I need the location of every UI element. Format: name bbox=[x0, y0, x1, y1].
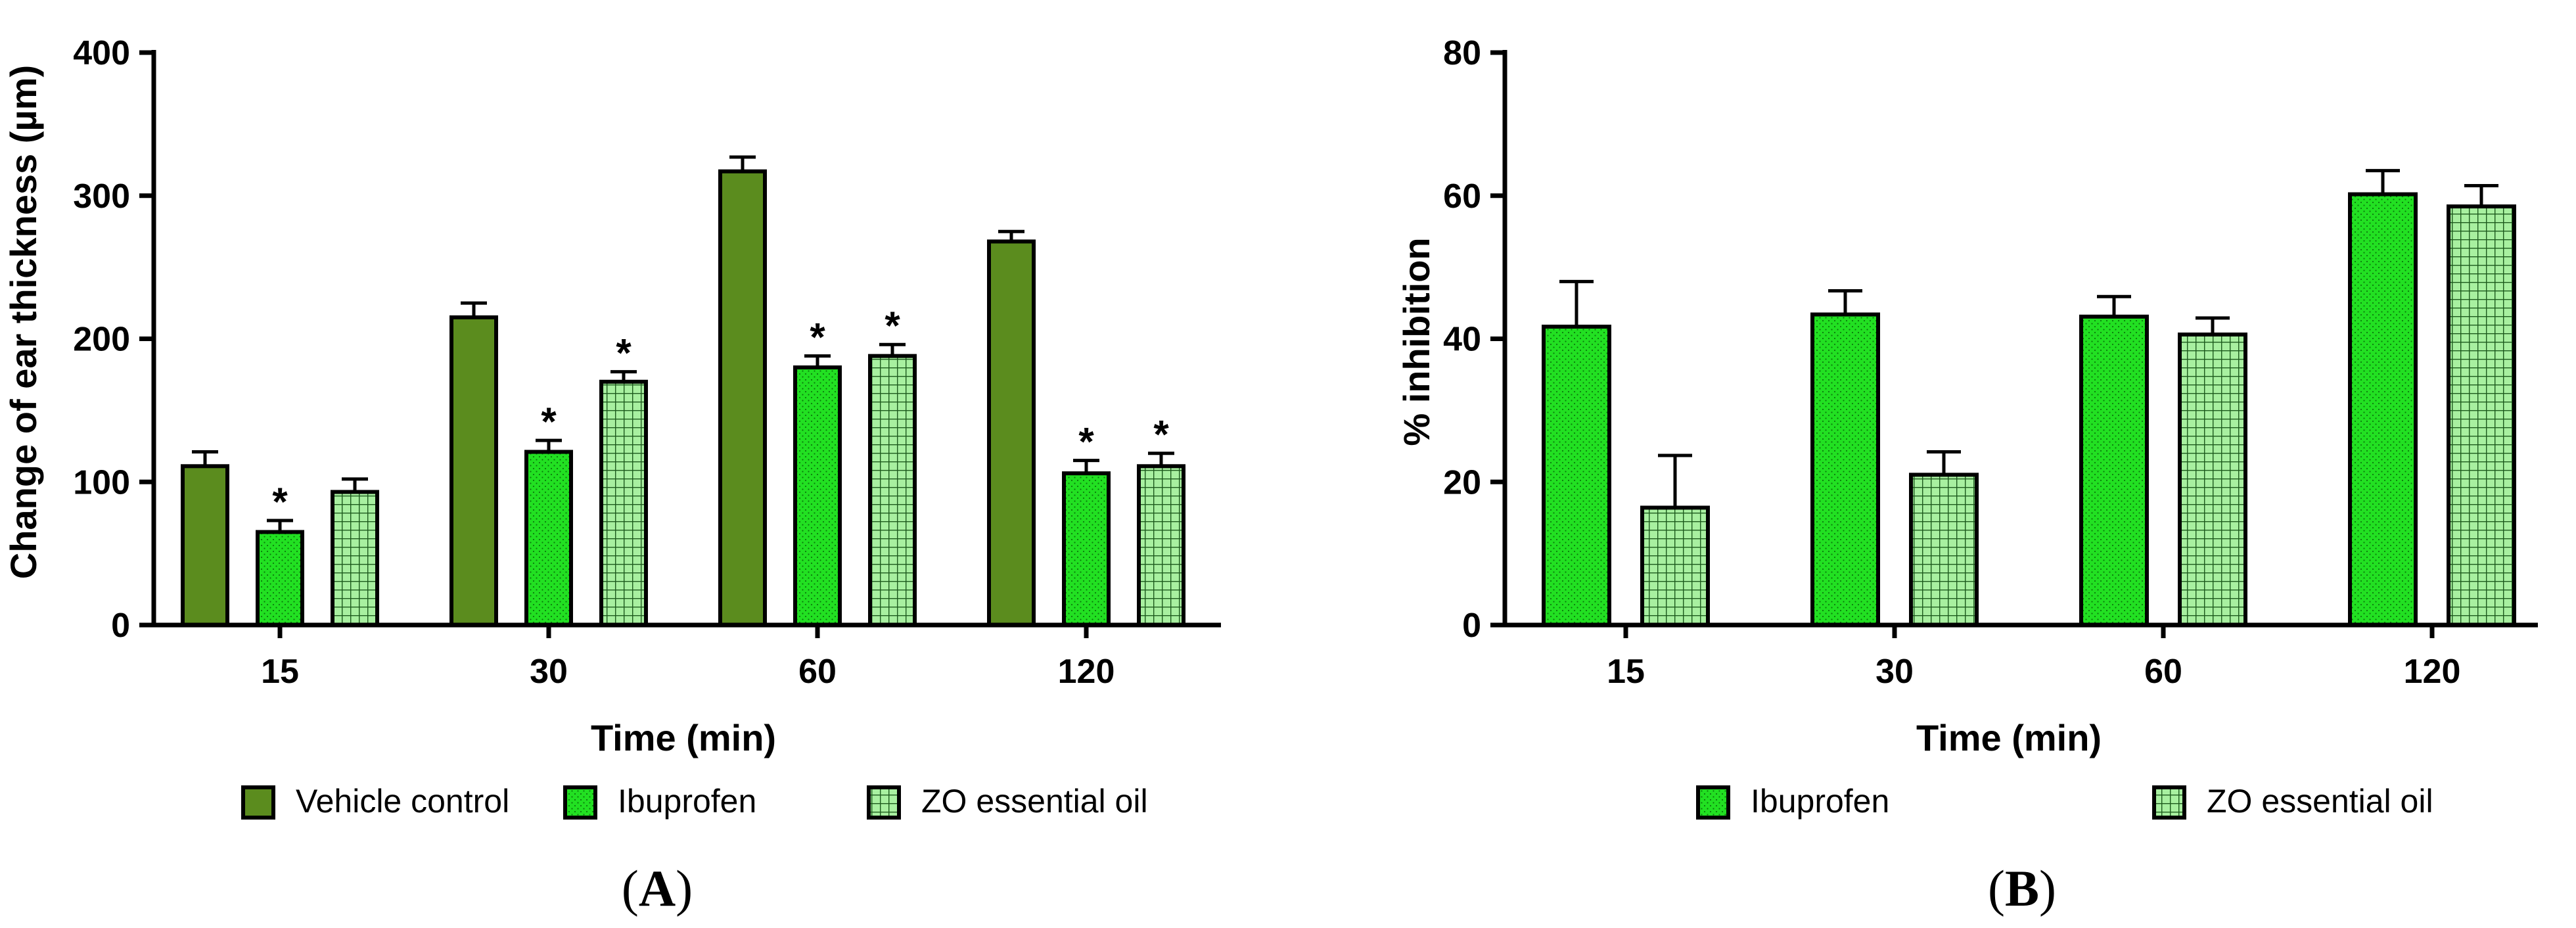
panel-a-significance-marker: * bbox=[616, 331, 632, 375]
panel-a-y-axis-title: Change of ear thickness (µm) bbox=[3, 65, 44, 579]
panel-a-plot-area: * 15 * * 30 * * 60 * * 120 0 100 200 300 400 bbox=[73, 34, 1221, 691]
panel-a-bar-ibuprofen-120 bbox=[1062, 471, 1111, 627]
panel-a-significance-marker: * bbox=[541, 400, 557, 444]
panel-a-bar-zo-15 bbox=[331, 490, 379, 627]
panel-b-label-letter: B bbox=[2005, 860, 2039, 917]
panel-a-legend-label-vehicle: Vehicle control bbox=[296, 783, 509, 820]
panel-a-y-tick-label: 100 bbox=[73, 463, 130, 501]
panel-b-bar-ibuprofen-120 bbox=[2348, 192, 2418, 627]
panel-a-bar-vehicle-120 bbox=[987, 239, 1036, 627]
panel-a-bar-zo-120 bbox=[1137, 464, 1185, 627]
panel-a-significance-marker: * bbox=[1153, 413, 1169, 457]
panel-a-significance-marker: * bbox=[885, 304, 900, 348]
panel-b-legend-swatch-ibuprofen bbox=[1696, 785, 1730, 820]
panel-a-bar-zo-30 bbox=[599, 379, 648, 627]
panel-a-bar-vehicle-15 bbox=[181, 464, 229, 627]
panel-b-x-tick-label: 15 bbox=[1607, 653, 1645, 691]
panel-b-legend-label-ibuprofen: Ibuprofen bbox=[1751, 783, 1889, 820]
panel-a-bar-zo-60 bbox=[868, 354, 917, 627]
panel-a-x-tick-label: 15 bbox=[261, 653, 299, 691]
panel-b-bar-ibuprofen-30 bbox=[1810, 312, 1880, 627]
panel-a-bar-ibuprofen-60 bbox=[793, 365, 842, 627]
panel-a-y-axis-title-group: Change of ear thickness (µm) bbox=[3, 65, 44, 579]
panel-b-x-tick-label: 30 bbox=[1875, 653, 1914, 691]
panel-b-x-tick-label: 60 bbox=[2144, 653, 2182, 691]
panel-b-bar-zo-60 bbox=[2178, 332, 2247, 627]
panel-b-bar-ibuprofen-60 bbox=[2079, 314, 2149, 627]
panel-a-x-tick-label: 30 bbox=[530, 653, 568, 691]
panel-b-legend-label-zo: ZO essential oil bbox=[2207, 783, 2433, 820]
panel-a-y-tick-label: 300 bbox=[73, 177, 130, 216]
panel-b-label: (B) bbox=[1988, 860, 2056, 917]
panel-b-x-axis-title: Time (min) bbox=[1916, 717, 2102, 758]
panel-b-label-close: ) bbox=[2039, 860, 2056, 917]
panel-a-significance-marker: * bbox=[810, 315, 825, 360]
panel-a-bar-ibuprofen-30 bbox=[524, 450, 573, 628]
panel-a-x-tick-label: 120 bbox=[1058, 653, 1115, 691]
panel-b-plot-area: 15 30 60 120 0 20 40 60 80 bbox=[1443, 34, 2538, 691]
panel-a-bar-vehicle-60 bbox=[718, 169, 767, 628]
panel-b-y-axis-title-group: % inhibition bbox=[1396, 237, 1437, 446]
panel-a-x-axis-title: Time (min) bbox=[591, 717, 776, 758]
panel-a-chart: Change of ear thickness (µm) Time (min) … bbox=[3, 34, 1221, 917]
panel-a-y-tick-label: 0 bbox=[111, 607, 130, 645]
panel-a-label-open: ( bbox=[622, 860, 639, 917]
panel-a-legend-label-zo: ZO essential oil bbox=[921, 783, 1148, 820]
panel-a-legend: Vehicle control Ibuprofen ZO essential oil bbox=[241, 783, 1148, 820]
panel-a-bar-ibuprofen-15 bbox=[256, 530, 304, 628]
panel-b-y-tick-label: 60 bbox=[1443, 177, 1481, 216]
panel-a-legend-label-ibuprofen: Ibuprofen bbox=[618, 783, 756, 820]
panel-a-legend-swatch-vehicle bbox=[241, 785, 275, 820]
panel-b-y-tick-label: 40 bbox=[1443, 321, 1481, 359]
panel-b-bar-zo-30 bbox=[1909, 473, 1979, 627]
panel-a-significance-marker: * bbox=[272, 480, 288, 524]
panel-b-bar-zo-15 bbox=[1640, 505, 1710, 627]
panel-a-y-tick-label: 400 bbox=[73, 34, 130, 72]
panel-a-legend-swatch-ibuprofen bbox=[563, 785, 597, 820]
panel-b-y-tick-label: 20 bbox=[1443, 463, 1481, 501]
panel-b-y-axis-title: % inhibition bbox=[1396, 237, 1437, 446]
panel-a-label-letter: A bbox=[639, 860, 676, 917]
panel-b-x-tick-label: 120 bbox=[2404, 653, 2461, 691]
panel-b-label-open: ( bbox=[1988, 860, 2005, 917]
panel-a-y-tick-label: 200 bbox=[73, 321, 130, 359]
panel-b-bar-ibuprofen-15 bbox=[1542, 324, 1611, 627]
panel-a-significance-marker: * bbox=[1078, 420, 1094, 464]
panel-a-label-close: ) bbox=[676, 860, 693, 917]
panel-a-x-tick-label: 60 bbox=[798, 653, 837, 691]
panel-b-y-tick-label: 0 bbox=[1462, 607, 1481, 645]
panel-a-bar-vehicle-30 bbox=[449, 315, 498, 627]
panel-b-chart: % inhibition Time (min) 15 30 60 120 0 20 40 60… bbox=[1396, 34, 2538, 917]
panel-b-bar-zo-120 bbox=[2447, 204, 2516, 627]
panel-b-legend: Ibuprofen ZO essential oil bbox=[1696, 783, 2433, 820]
panel-b-y-tick-label: 80 bbox=[1443, 34, 1481, 72]
panel-a-legend-swatch-zo bbox=[867, 785, 901, 820]
panel-b-legend-swatch-zo bbox=[2152, 785, 2186, 820]
panel-a-label: (A) bbox=[622, 860, 693, 917]
